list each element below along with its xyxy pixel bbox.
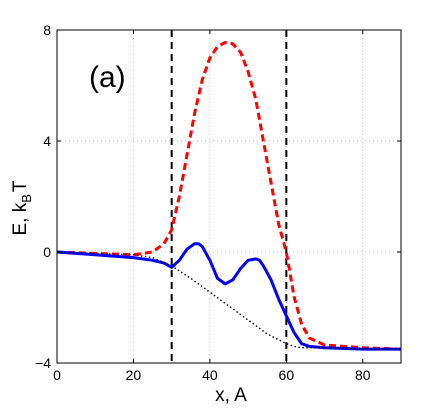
vline-layer — [170, 30, 288, 363]
y-axis-label-group: E, kBT — [10, 180, 34, 235]
x-tick-label: 80 — [355, 367, 371, 383]
panel-label: (a) — [89, 61, 126, 94]
y-axis-label: E, kBT — [10, 180, 34, 235]
x-tick-label: 40 — [202, 367, 218, 383]
plot-frame — [56, 29, 402, 364]
y-axis-label-main: E, k — [10, 202, 31, 235]
series-dotted-line — [56, 251, 401, 350]
y-tick-label: 0 — [43, 244, 51, 260]
x-tick-label: 60 — [279, 367, 295, 383]
x-axis-label: x, A — [215, 385, 247, 406]
series-layer — [56, 41, 402, 351]
y-tick-label: 8 — [43, 22, 51, 38]
x-tick-label: 0 — [53, 367, 61, 383]
series-solid-line — [56, 242, 401, 351]
x-tick-label: 20 — [126, 367, 142, 383]
y-tick-label: −4 — [35, 355, 51, 371]
y-axis-label-tail: T — [10, 180, 31, 192]
y-tick-label: 4 — [43, 133, 51, 149]
y-axis-label-subscript: B — [19, 194, 34, 203]
series-dashed-line — [56, 41, 402, 351]
grid-layer — [57, 30, 401, 363]
